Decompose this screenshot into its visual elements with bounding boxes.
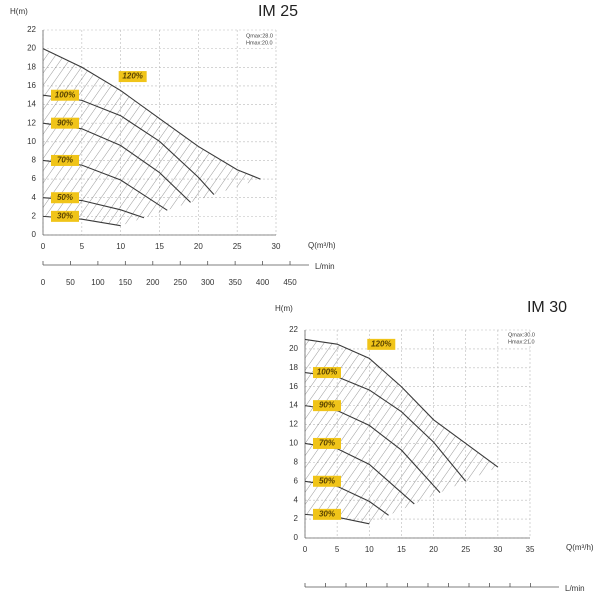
legend-label: 70% [319, 439, 335, 448]
annotation: Hmax:20.0 [246, 40, 273, 46]
x-tick-label: 30 [493, 545, 502, 554]
label-box [51, 154, 79, 166]
y-tick-label: 6 [294, 476, 299, 485]
x-axis-label: Q(m³/h) [566, 543, 594, 552]
x-tick-label: 0 [303, 545, 308, 554]
label-box [51, 210, 79, 222]
legend-label: 50% [319, 476, 335, 485]
x-tick-label: 10 [116, 242, 125, 251]
label-box [313, 400, 341, 412]
y-tick-label: 18 [289, 363, 298, 372]
x-tick-label: 0 [41, 242, 46, 251]
y-tick-label: 16 [289, 382, 298, 391]
y-tick-label: 10 [289, 439, 298, 448]
y-tick-label: 18 [27, 62, 36, 71]
x2-tick-label: 450 [283, 278, 297, 287]
y-tick-label: 12 [289, 420, 298, 429]
label-box [313, 475, 341, 487]
y-tick-label: 14 [289, 401, 298, 410]
x2-tick-label: 250 [174, 278, 188, 287]
speed-curve [304, 338, 499, 468]
y-tick-label: 4 [32, 193, 37, 202]
x-tick-label: 30 [272, 242, 281, 251]
label-box [313, 508, 341, 520]
label-box [313, 437, 341, 449]
x2-tick-label: 150 [119, 278, 133, 287]
y-tick-label: 10 [27, 137, 36, 146]
x-tick-label: 25 [461, 545, 470, 554]
y-tick-label: 14 [27, 100, 36, 109]
annotation: Qmax:30.0 [508, 332, 535, 338]
legend-label: 30% [57, 211, 73, 220]
x-tick-label: 25 [233, 242, 242, 251]
y-tick-label: 22 [289, 325, 298, 334]
y-tick-label: 8 [32, 156, 37, 165]
y-tick-label: 6 [32, 174, 37, 183]
y-tick-label: 20 [289, 344, 298, 353]
y-tick-label: 2 [32, 211, 37, 220]
y-axis-label: H(m) [275, 304, 293, 313]
x-tick-label: 35 [526, 545, 535, 554]
x2-tick-label: 0 [41, 278, 46, 287]
y-tick-label: 2 [294, 514, 299, 523]
y-tick-label: 8 [294, 457, 299, 466]
legend-label: 30% [319, 509, 335, 518]
x-axis-label: Q(m³/h) [308, 241, 336, 250]
chart-title: IM 30 [527, 299, 567, 316]
annotation: Qmax:28.0 [246, 33, 273, 39]
y-tick-label: 20 [27, 44, 36, 53]
label-box [51, 192, 79, 204]
x-tick-label: 15 [155, 242, 164, 251]
x2-tick-label: 100 [91, 278, 105, 287]
speed-curve [42, 48, 261, 180]
x-tick-label: 10 [365, 545, 374, 554]
x-tick-label: 20 [194, 242, 203, 251]
x-tick-label: 5 [335, 545, 340, 554]
chart-title: IM 25 [258, 3, 298, 20]
legend-label: 90% [319, 401, 335, 410]
legend-label: 70% [57, 156, 73, 165]
x2-axis-label: L/min [315, 262, 335, 271]
y-axis-label: H(m) [10, 7, 28, 16]
label-box [51, 117, 79, 129]
label-box [118, 71, 147, 83]
hatch-area [43, 48, 261, 226]
y-tick-label: 22 [27, 25, 36, 34]
x-tick-label: 5 [80, 242, 85, 251]
y-tick-label: 12 [27, 118, 36, 127]
x2-tick-label: 300 [201, 278, 215, 287]
label-box [367, 338, 396, 350]
legend-label: 120% [122, 72, 142, 81]
x2-tick-label: 200 [146, 278, 160, 287]
y-tick-label: 0 [32, 230, 37, 239]
x2-tick-label: 350 [228, 278, 242, 287]
x2-tick-label: 50 [66, 278, 75, 287]
legend-label: 100% [55, 90, 75, 99]
annotation: Hmax:21.0 [508, 339, 535, 345]
legend-label: 100% [317, 368, 337, 377]
label-box [313, 367, 341, 379]
legend-label: 50% [57, 193, 73, 202]
x2-axis-label: L/min [565, 584, 585, 593]
x-tick-label: 15 [397, 545, 406, 554]
x-tick-label: 20 [429, 545, 438, 554]
y-tick-label: 4 [294, 495, 299, 504]
hatch-area [305, 339, 498, 524]
y-tick-label: 16 [27, 81, 36, 90]
x2-tick-label: 400 [256, 278, 270, 287]
legend-label: 90% [57, 118, 73, 127]
legend-label: 120% [371, 339, 391, 348]
y-tick-label: 0 [294, 533, 299, 542]
label-box [51, 89, 79, 101]
